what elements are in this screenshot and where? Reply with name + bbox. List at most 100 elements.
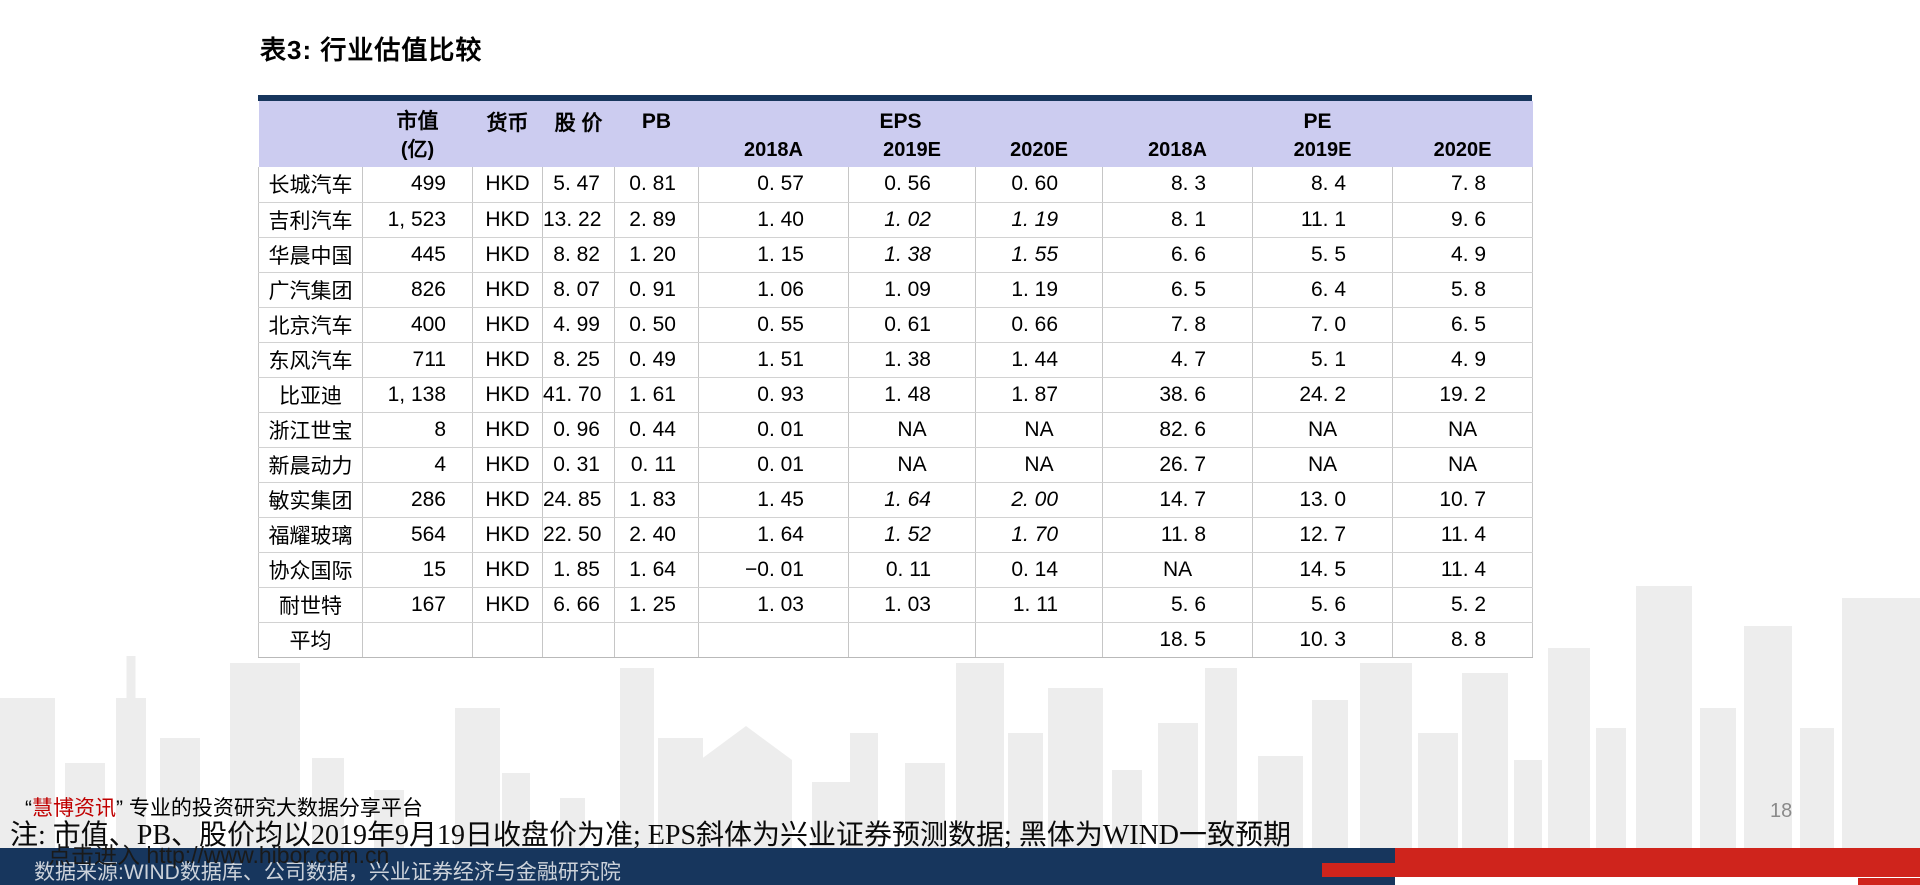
cell-value: 2. 00 [975, 482, 1104, 518]
table-header: 市值 货币 股 价 PB EPS PE (亿) 2018A 2019E 2020… [258, 101, 1533, 167]
building-shape [1596, 728, 1626, 848]
header-price: 股 价 [542, 101, 615, 137]
cell-value [698, 622, 849, 658]
cell-company: 华晨中国 [258, 237, 363, 273]
data-source-text: 数据来源:WIND数据库、公司数据，兴业证券经济与金融研究院 [34, 861, 621, 884]
cell-value: NA [1392, 447, 1534, 483]
building-shape [230, 663, 300, 848]
header-spacer [614, 137, 699, 167]
building-shape [1112, 770, 1142, 848]
cell-value: 5. 1 [1252, 342, 1394, 378]
cell-value: 7. 8 [1392, 167, 1534, 203]
cell-value: 8. 3 [1102, 167, 1254, 203]
cell-value: HKD [472, 377, 543, 413]
cell-value: −0. 01 [698, 552, 849, 588]
cell-value: HKD [472, 482, 543, 518]
cell-value: 18. 5 [1102, 622, 1254, 658]
cell-value: 8. 1 [1102, 202, 1254, 238]
cell-value: 26. 7 [1102, 447, 1254, 483]
cell-value: HKD [472, 517, 543, 553]
cell-value: 0. 01 [698, 447, 849, 483]
header-pe-2020e: 2020E [1392, 137, 1533, 167]
cell-value: 0. 31 [542, 447, 615, 483]
cell-value: 0. 14 [975, 552, 1104, 588]
cell-value: 711 [362, 342, 473, 378]
cell-value: 6. 66 [542, 587, 615, 623]
building-shape [1008, 733, 1043, 848]
cell-value: NA [1252, 412, 1394, 448]
building-shape [956, 663, 1004, 848]
cell-value: 4 [362, 447, 473, 483]
cell-company: 耐世特 [258, 587, 363, 623]
cell-value: 4. 7 [1102, 342, 1254, 378]
cell-value: 12. 7 [1252, 517, 1394, 553]
cell-value: 1. 38 [848, 237, 976, 273]
table-row: 新晨动力 4 HKD 0. 31 0. 11 0. 01 NA NA 26. 7 NA NA [258, 447, 1534, 483]
building-shape [620, 668, 654, 848]
cell-value: 0. 01 [698, 412, 849, 448]
building-shape [850, 733, 878, 848]
building-shape [1700, 708, 1736, 848]
cell-value: 1. 48 [848, 377, 976, 413]
building-shape [560, 798, 585, 848]
table-row: 吉利汽车 1, 523 HKD 13. 22 2. 89 1. 40 1. 02 1. 19 8… [258, 202, 1534, 238]
cell-value: 1. 44 [975, 342, 1104, 378]
cell-company: 长城汽车 [258, 167, 363, 203]
building-shape [502, 773, 530, 848]
building-shape [65, 763, 105, 848]
table-row: 敏实集团 286 HKD 24. 85 1. 83 1. 45 1. 64 2. 00 14. … [258, 482, 1534, 518]
cell-value: 167 [362, 587, 473, 623]
building-shape [0, 698, 55, 848]
cell-value: 1. 19 [975, 272, 1104, 308]
quote-open: “ [25, 797, 32, 820]
cell-value: 13. 0 [1252, 482, 1394, 518]
cell-value: 8. 07 [542, 272, 615, 308]
cell-company: 吉利汽车 [258, 202, 363, 238]
header-eps-2020e: 2020E [975, 137, 1103, 167]
building-shape [1048, 688, 1103, 848]
cell-value [848, 622, 976, 658]
cell-value: 0. 96 [542, 412, 615, 448]
cell-value: 4. 9 [1392, 237, 1534, 273]
cell-value: 1. 55 [975, 237, 1104, 273]
cell-value: 0. 66 [975, 307, 1104, 343]
table-footnote: 注: 市值、PB、股价均以2019年9月19日收盘价为准; EPS斜体为兴业证券… [10, 820, 1292, 851]
cell-value: NA [848, 412, 976, 448]
cell-company: 比亚迪 [258, 377, 363, 413]
footer-red-bar [1395, 848, 1920, 877]
cell-value: 499 [362, 167, 473, 203]
cell-value: 7. 8 [1102, 307, 1254, 343]
cell-value: HKD [472, 587, 543, 623]
cell-value: 1. 02 [848, 202, 976, 238]
hibor-url-link[interactable]: 点击进入 http://www.hibor.com.cn [48, 842, 390, 868]
cell-value: HKD [472, 307, 543, 343]
cell-value: 14. 5 [1252, 552, 1394, 588]
cell-value: 0. 61 [848, 307, 976, 343]
cell-value: HKD [472, 447, 543, 483]
cell-value: 5. 6 [1102, 587, 1254, 623]
building-shape [812, 782, 852, 848]
cell-company: 协众国际 [258, 552, 363, 588]
cell-value: 5. 6 [1252, 587, 1394, 623]
building-shape [1360, 663, 1412, 848]
table-row: 浙江世宝 8 HKD 0. 96 0. 44 0. 01 NA NA 82. 6 NA NA [258, 412, 1534, 448]
cell-value [975, 622, 1104, 658]
cell-value: HKD [472, 412, 543, 448]
cell-company: 东风汽车 [258, 342, 363, 378]
building-shape [905, 763, 945, 848]
table-row: 协众国际 15 HKD 1. 85 1. 64 −0. 01 0. 11 0. 14 NA 14.… [258, 552, 1534, 588]
cell-value: 10. 7 [1392, 482, 1534, 518]
cell-value: 400 [362, 307, 473, 343]
cell-value: 1. 51 [698, 342, 849, 378]
building-shape [160, 738, 200, 848]
cell-value: 24. 85 [542, 482, 615, 518]
cell-value: NA [975, 447, 1104, 483]
table-row: 平均 18. 5 10. 3 8. 8 [258, 622, 1534, 658]
cell-value: 0. 81 [614, 167, 699, 203]
building-shape [1158, 723, 1198, 848]
cell-value: 564 [362, 517, 473, 553]
